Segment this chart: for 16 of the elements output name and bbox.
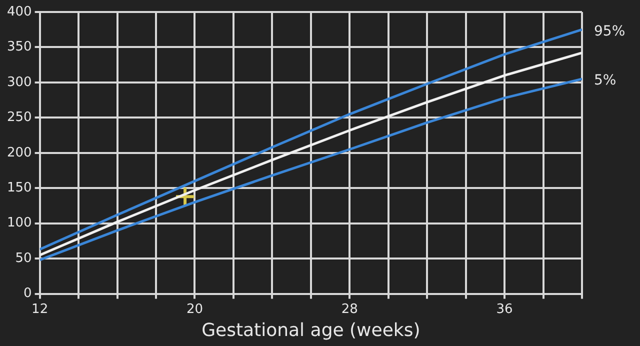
y-tick-label: 0 — [24, 286, 32, 302]
y-tick-label: 250 — [6, 110, 32, 126]
y-tick-label: 400 — [6, 4, 32, 20]
x-tick-label: 28 — [341, 302, 358, 317]
y-tick-label: 150 — [6, 180, 32, 196]
x-axis-title: Gestational age (weeks) — [202, 320, 420, 341]
y-tick-label: 200 — [6, 145, 32, 160]
y-tick-label: 100 — [6, 216, 32, 231]
y-tick-label: 50 — [15, 250, 32, 266]
series-label: 95% — [594, 23, 626, 40]
x-tick-label: 36 — [496, 302, 513, 317]
x-tick-label: 12 — [32, 302, 48, 317]
x-tick-label: 20 — [186, 302, 203, 317]
y-tick-label: 300 — [6, 74, 32, 90]
y-tick-label: 350 — [6, 40, 32, 55]
series-label: 5% — [594, 72, 616, 89]
